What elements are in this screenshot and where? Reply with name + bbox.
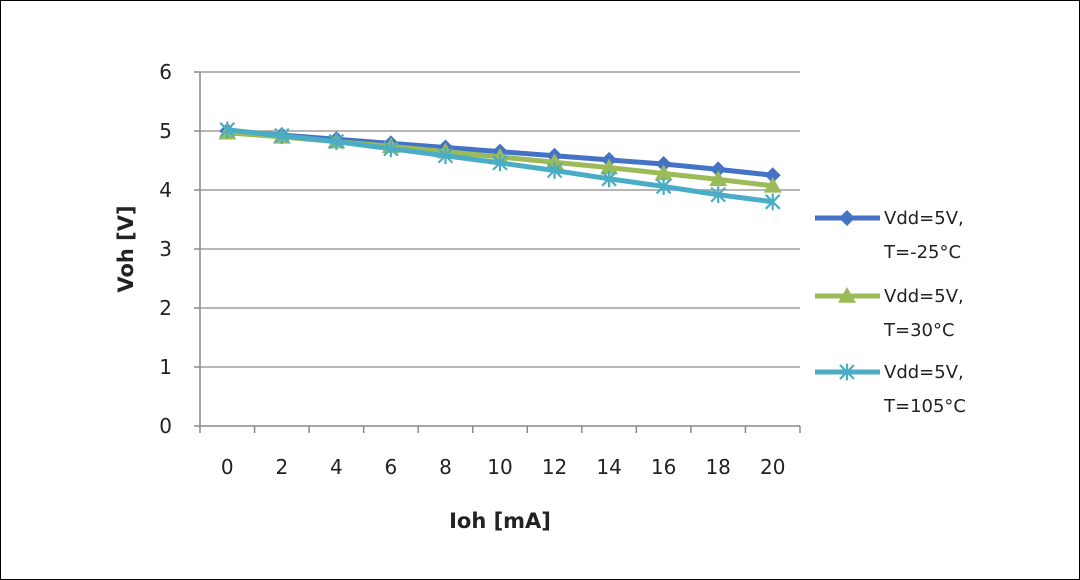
data-point-diamond: [710, 161, 727, 178]
y-tick-label: 5: [159, 119, 172, 143]
axes: [199, 72, 801, 433]
data-point-diamond: [839, 210, 855, 226]
legend: Vdd=5V, T=-25°C Vdd=5V, T=30°C Vdd=5V, T=105°…: [815, 208, 966, 417]
y-tick-labels: 0 1 2 3 4 5 6: [159, 60, 200, 438]
data-point-triangle: [709, 170, 728, 187]
x-tick-label: 14: [596, 455, 621, 479]
legend-label: Vdd=5V,: [884, 362, 964, 383]
legend-item-3: Vdd=5V, T=105°C: [815, 362, 966, 417]
x-tick-label: 18: [705, 455, 730, 479]
legend-label: Vdd=5V,: [884, 286, 964, 307]
data-point-triangle: [600, 158, 619, 175]
x-tick-label: 2: [275, 455, 288, 479]
x-tick-label: 20: [760, 455, 785, 479]
y-tick-label: 3: [159, 237, 172, 261]
legend-label: T=30°C: [883, 320, 955, 341]
x-tick-label: 4: [330, 455, 343, 479]
data-point-star: [492, 154, 508, 172]
data-point-star: [383, 140, 399, 158]
y-tick-label: 2: [159, 296, 172, 320]
x-tick-label: 10: [487, 455, 512, 479]
x-tick-labels: 0 2 4 6 8 10 12 14 16 18 20: [221, 455, 786, 479]
legend-label: T=-25°C: [883, 242, 961, 263]
x-tick-label: 8: [439, 455, 452, 479]
data-point-star: [274, 127, 290, 145]
data-point-star: [437, 147, 454, 165]
y-tick-label: 6: [159, 60, 172, 84]
data-point-diamond: [764, 167, 781, 184]
x-tick-label: 16: [651, 455, 676, 479]
data-point-star: [219, 121, 236, 139]
data-point-star: [655, 178, 672, 195]
data-point-star: [764, 193, 781, 211]
data-point-star: [546, 162, 563, 179]
data-point-diamond: [655, 156, 672, 173]
data-point-star: [710, 186, 726, 204]
gridlines: [200, 71, 800, 368]
x-axis-title: Ioh [mA]: [449, 509, 551, 533]
data-point-triangle: [654, 164, 673, 181]
data-point-star: [839, 363, 855, 381]
x-tick-label: 6: [385, 455, 398, 479]
legend-item-1: Vdd=5V, T=-25°C: [815, 208, 964, 263]
series-3: [219, 121, 781, 211]
y-tick-label: 1: [159, 355, 172, 379]
y-tick-label: 4: [159, 178, 172, 202]
x-tick-label: 0: [221, 455, 234, 479]
data-point-triangle: [763, 176, 782, 193]
data-point-star: [601, 170, 617, 188]
y-tick-label: 0: [159, 414, 172, 438]
legend-item-2: Vdd=5V, T=30°C: [815, 286, 964, 341]
data-point-star: [328, 133, 345, 151]
x-tick-label: 12: [542, 455, 567, 479]
data-point-triangle: [838, 287, 856, 303]
series-group: [218, 121, 782, 211]
y-axis-title: Voh [V]: [114, 205, 138, 292]
legend-label: Vdd=5V,: [884, 208, 964, 229]
legend-label: T=105°C: [883, 396, 966, 417]
